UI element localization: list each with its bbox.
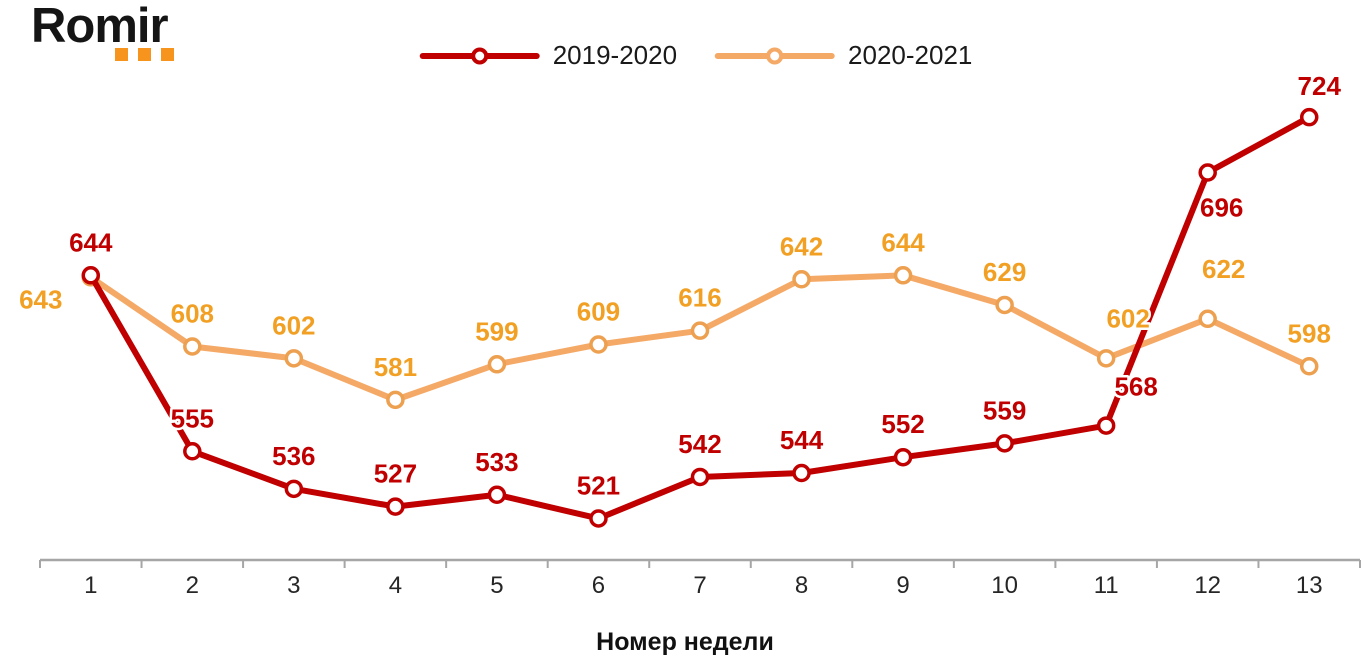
data-label-2020-2021-week2: 608 bbox=[171, 298, 214, 328]
logo-dot-icon bbox=[138, 47, 151, 61]
data-point-2019-2020-week1 bbox=[81, 266, 101, 285]
x-tick-label-7: 7 bbox=[693, 572, 706, 599]
data-label-2020-2021-week11: 602 bbox=[1106, 303, 1149, 333]
data-label-2019-2020-week2: 555 bbox=[171, 403, 214, 433]
data-label-2019-2020-week6: 521 bbox=[577, 470, 620, 500]
data-point-2020-2021-week3 bbox=[284, 349, 304, 368]
x-tick-label-10: 10 bbox=[991, 572, 1018, 599]
x-tick-label-13: 13 bbox=[1296, 572, 1323, 599]
data-point-2019-2020-week3 bbox=[284, 479, 304, 499]
x-tick-label-4: 4 bbox=[389, 572, 402, 599]
legend: 2019-2020 2020-2021 bbox=[419, 40, 973, 71]
data-label-2020-2021-week5: 599 bbox=[475, 316, 518, 346]
data-label-2019-2020-week11: 568 bbox=[1114, 372, 1157, 402]
data-label-2019-2020-week8: 544 bbox=[780, 425, 824, 455]
legend-label: 2019-2020 bbox=[552, 40, 678, 70]
data-point-2020-2021-week9 bbox=[893, 266, 913, 285]
data-point-2019-2020-week8 bbox=[792, 463, 811, 483]
x-tick-label-3: 3 bbox=[287, 572, 300, 599]
data-label-2019-2020-week9: 552 bbox=[881, 409, 924, 439]
legend-item-2019-2020: 2019-2020 bbox=[419, 40, 678, 71]
data-label-2019-2020-week7: 542 bbox=[678, 429, 721, 459]
data-point-2020-2021-week12 bbox=[1198, 309, 1217, 329]
x-tick-label-5: 5 bbox=[490, 572, 503, 599]
data-point-2019-2020-week4 bbox=[386, 497, 405, 516]
data-label-2020-2021-week13: 598 bbox=[1288, 318, 1331, 348]
x-tick-label-11: 11 bbox=[1094, 572, 1119, 599]
data-point-2019-2020-week9 bbox=[893, 447, 913, 467]
legend-line-marker-icon bbox=[715, 47, 836, 64]
data-point-2020-2021-week2 bbox=[183, 337, 202, 356]
x-tick-label-6: 6 bbox=[592, 572, 605, 599]
legend-line-marker-icon bbox=[419, 47, 540, 64]
data-label-2019-2020-week13: 724 bbox=[1298, 71, 1342, 101]
romir-logo-dots bbox=[115, 47, 174, 61]
data-point-2019-2020-week11 bbox=[1096, 416, 1116, 435]
data-label-2020-2021-week8: 642 bbox=[780, 231, 823, 261]
data-label-2020-2021-week10: 629 bbox=[983, 257, 1026, 287]
logo-dot-icon bbox=[161, 47, 174, 61]
data-point-2020-2021-week5 bbox=[487, 355, 507, 374]
data-label-2019-2020-week10: 559 bbox=[983, 395, 1026, 425]
data-point-2019-2020-week6 bbox=[589, 509, 608, 528]
data-label-2020-2021-week7: 616 bbox=[678, 283, 721, 313]
x-tick-label-9: 9 bbox=[896, 572, 909, 599]
data-point-2020-2021-week13 bbox=[1299, 357, 1319, 376]
data-point-2020-2021-week4 bbox=[386, 390, 405, 410]
data-point-2020-2021-week11 bbox=[1096, 349, 1116, 368]
romir-logo-text: Romir bbox=[31, 0, 169, 53]
data-label-2020-2021-week4: 581 bbox=[374, 352, 417, 382]
x-tick-label-1: 1 bbox=[84, 572, 97, 599]
data-label-2020-2021-week12: 622 bbox=[1202, 254, 1245, 284]
data-label-2019-2020-week12: 696 bbox=[1200, 193, 1243, 223]
data-label-2020-2021-week9: 644 bbox=[881, 227, 925, 257]
data-label-2019-2020-week4: 527 bbox=[374, 459, 417, 489]
data-label-2019-2020-week1: 644 bbox=[69, 227, 113, 257]
logo-dot-icon bbox=[115, 47, 128, 61]
x-axis-title: Номер недели bbox=[596, 628, 774, 656]
data-label-2019-2020-week3: 536 bbox=[272, 441, 315, 471]
data-label-2020-2021-week1: 643 bbox=[19, 284, 62, 314]
data-point-2020-2021-week7 bbox=[690, 321, 710, 340]
data-point-2019-2020-week13 bbox=[1299, 107, 1319, 127]
data-point-2019-2020-week2 bbox=[183, 442, 202, 461]
data-label-2020-2021-week6: 609 bbox=[577, 297, 620, 327]
legend-item-2020-2021: 2020-2021 bbox=[715, 40, 972, 71]
x-tick-label-12: 12 bbox=[1194, 572, 1221, 599]
data-point-2019-2020-week12 bbox=[1198, 163, 1217, 182]
data-point-2020-2021-week8 bbox=[792, 270, 811, 289]
romir-logo: Romir bbox=[31, 0, 174, 61]
data-label-2020-2021-week3: 602 bbox=[272, 310, 315, 340]
legend-label: 2020-2021 bbox=[848, 40, 973, 70]
data-label-2019-2020-week5: 533 bbox=[475, 447, 518, 477]
data-point-2019-2020-week10 bbox=[995, 434, 1014, 453]
x-tick-label-8: 8 bbox=[795, 572, 808, 599]
data-point-2020-2021-week6 bbox=[589, 335, 608, 354]
data-point-2019-2020-week5 bbox=[487, 485, 507, 505]
x-tick-label-2: 2 bbox=[186, 572, 199, 599]
data-point-2020-2021-week10 bbox=[995, 295, 1014, 315]
data-point-2019-2020-week7 bbox=[690, 467, 710, 487]
